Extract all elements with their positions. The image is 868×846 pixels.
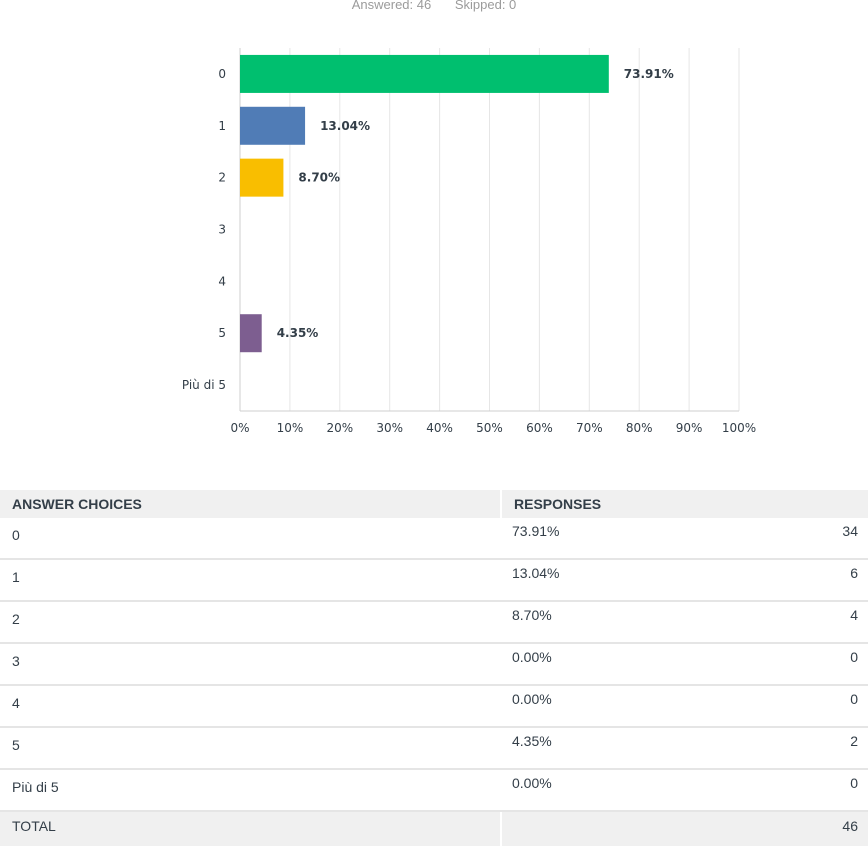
bar [240, 106, 306, 145]
table-row: 1 13.04% 6 [0, 559, 868, 602]
data-label: 8.70% [298, 171, 340, 185]
x-tick-label: 80% [626, 421, 653, 435]
x-tick-label: 100% [722, 421, 756, 435]
total-spacer [501, 811, 757, 846]
choice-cell: 4 [0, 685, 502, 728]
percent-cell: 13.04% [501, 559, 757, 602]
x-tick-label: 50% [476, 421, 503, 435]
x-tick-label: 30% [376, 421, 403, 435]
percent-cell: 0.00% [501, 643, 757, 686]
count-cell: 0 [756, 769, 868, 812]
percent-cell: 4.35% [501, 727, 757, 770]
x-tick-label: 90% [676, 421, 703, 435]
table-row: 0 73.91% 34 [0, 518, 868, 560]
data-label: 4.35% [277, 326, 319, 340]
total-count: 46 [756, 811, 868, 846]
x-tick-label: 40% [426, 421, 453, 435]
x-tick-label: 0% [230, 421, 249, 435]
count-cell: 0 [756, 643, 868, 686]
table-row: 3 0.00% 0 [0, 643, 868, 686]
responses-table: ANSWER CHOICES RESPONSES 0 73.91% 34 1 13.04… [0, 490, 868, 846]
answered-count: Answered: 46 [351, 0, 432, 12]
bar-chart: 0% 10% 20% 30% 40% 50% 60% 70% 80% 90% 100% 0 73.91%… [182, 48, 756, 435]
table-body: 0 73.91% 34 1 13.04% 6 2 8.70% 4 3 0.00% 0 4 0.00% 0 5 4… [0, 518, 868, 846]
data-label: 73.91% [624, 67, 674, 81]
count-cell: 6 [756, 559, 868, 602]
choice-cell: 0 [0, 518, 502, 560]
x-tick-label: 10% [277, 421, 304, 435]
category-label: 1 [218, 119, 226, 133]
bar [240, 158, 284, 197]
total-row: TOTAL 46 [0, 811, 868, 846]
percent-cell: 8.70% [501, 601, 757, 644]
skipped-count: Skipped: 0 [454, 0, 517, 12]
table-row: Più di 5 0.00% 0 [0, 769, 868, 812]
category-label: 2 [218, 171, 226, 185]
percent-cell: 0.00% [501, 769, 757, 812]
x-tick-label: 70% [576, 421, 603, 435]
percent-cell: 73.91% [501, 518, 757, 560]
category-label: 5 [218, 326, 226, 340]
header-answer-choices: ANSWER CHOICES [0, 490, 502, 518]
header-responses: RESPONSES [501, 490, 868, 518]
choice-cell: 2 [0, 601, 502, 644]
count-cell: 0 [756, 685, 868, 728]
count-cell: 2 [756, 727, 868, 770]
x-tick-label: 60% [526, 421, 553, 435]
category-label: 4 [218, 274, 226, 288]
choice-cell: 3 [0, 643, 502, 686]
bar [240, 314, 262, 353]
table-header-row: ANSWER CHOICES RESPONSES [0, 490, 868, 518]
table-row: 5 4.35% 2 [0, 727, 868, 770]
category-label: 0 [218, 67, 226, 81]
response-summary: Answered: 46 Skipped: 0 [0, 0, 868, 14]
category-label: 3 [218, 223, 226, 237]
table-row: 4 0.00% 0 [0, 685, 868, 728]
count-cell: 34 [756, 518, 868, 560]
category-label: Più di 5 [182, 378, 226, 392]
bar [240, 54, 609, 93]
count-cell: 4 [756, 601, 868, 644]
choice-cell: 1 [0, 559, 502, 602]
percent-cell: 0.00% [501, 685, 757, 728]
x-tick-label: 20% [326, 421, 353, 435]
choice-cell: 5 [0, 727, 502, 770]
total-label: TOTAL [0, 811, 502, 846]
data-label: 13.04% [320, 119, 370, 133]
choice-cell: Più di 5 [0, 769, 502, 812]
table-row: 2 8.70% 4 [0, 601, 868, 644]
